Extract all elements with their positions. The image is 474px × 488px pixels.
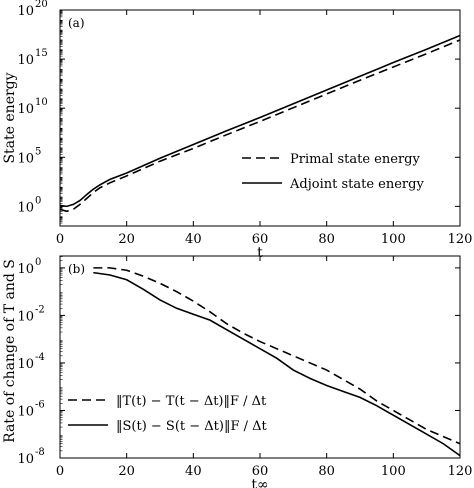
series-line-dashed [93,267,461,445]
y-tick-label: 10 [17,4,34,19]
x-tick-label: 80 [318,464,335,479]
y-tick-label: 10 [17,262,34,277]
legend-label: Adjoint state energy [289,177,424,192]
x-tick-label: 0 [56,232,64,247]
legend: Primal state energy Adjoint state energy [242,152,424,192]
y-tick-exponent: 0 [35,195,41,206]
x-tick-label: 40 [185,232,202,247]
series-line-dashed [59,39,461,213]
y-axis-label: State energy [2,72,18,163]
x-tick-label: 20 [118,464,135,479]
y-tick-label: 10 [17,200,34,215]
x-tick-label: 60 [252,232,269,247]
x-tick-label: 120 [448,232,473,247]
y-tick-label: 10 [17,357,34,372]
y-tick-exponent: 15 [35,48,48,59]
legend-label: ‖T(t) − T(t − Δt)‖F / Δt [116,394,267,409]
x-tick-label: 0 [56,464,64,479]
x-tick-label: 100 [381,232,406,247]
y-tick-label: 10 [17,151,34,166]
y-tick-exponent: -8 [35,447,45,458]
panel-label: (a) [68,16,85,30]
y-tick-label: 10 [17,53,34,68]
y-axis-label: Rate of change of T and S [2,259,18,443]
legend-label: ‖S(t) − S(t − Δt)‖F / Δt [116,419,268,434]
y-tick-exponent: -4 [35,352,45,363]
y-tick-label: 10 [17,102,34,117]
x-tick-label: 120 [448,464,473,479]
x-axis-label: t∞ [251,477,268,488]
y-tick-exponent: 10 [35,97,48,108]
y-tick-exponent: -2 [35,304,45,315]
y-tick-label: 10 [17,309,34,324]
y-tick-exponent: 0 [35,257,41,268]
legend-label: Primal state energy [290,152,420,167]
y-tick-label: 10 [17,452,34,467]
x-tick-label: 20 [118,232,135,247]
x-tick-label: 40 [185,464,202,479]
panel-label: (b) [68,262,85,276]
x-tick-label: 80 [318,232,335,247]
x-tick-label: 100 [381,464,406,479]
x-axis-label: t [257,245,263,261]
series-line-solid [93,271,461,457]
legend: ‖T(t) − T(t − Δt)‖F / Δt ‖S(t) − S(t − Δt… [68,394,268,434]
y-tick-exponent: -6 [35,399,45,410]
y-tick-label: 10 [17,404,34,419]
y-tick-exponent: 20 [35,0,48,10]
series-line-solid [59,34,461,208]
y-tick-exponent: 5 [35,146,41,157]
x-tick-label: 60 [252,464,269,479]
